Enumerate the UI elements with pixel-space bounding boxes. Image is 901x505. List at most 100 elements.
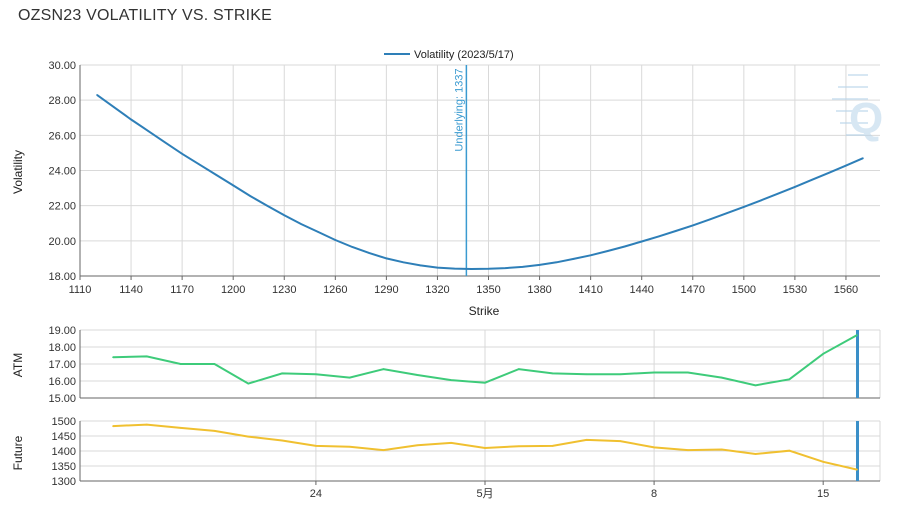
atm-y-tick-label: 17.00 bbox=[48, 359, 76, 371]
main-x-tick-label: 1260 bbox=[323, 284, 347, 296]
atm-point bbox=[687, 371, 689, 374]
volatility-point bbox=[572, 258, 575, 260]
main-x-tick-label: 1110 bbox=[69, 284, 92, 296]
main-x-tick-label: 1200 bbox=[221, 284, 245, 296]
main-x-tick-label: 1500 bbox=[732, 284, 756, 296]
future-point bbox=[585, 439, 588, 441]
volatility-point bbox=[147, 130, 149, 132]
main-x-tick-label: 1230 bbox=[272, 284, 296, 296]
volatility-point bbox=[487, 267, 490, 270]
future-y-axis-title: Future bbox=[11, 435, 25, 470]
volatility-point bbox=[708, 218, 711, 221]
atm-point bbox=[179, 363, 182, 365]
future-point bbox=[179, 427, 182, 429]
volatility-point bbox=[130, 118, 132, 121]
atm-point bbox=[619, 373, 622, 376]
volatility-point bbox=[96, 94, 98, 96]
main-x-tick-label: 1290 bbox=[374, 284, 398, 296]
future-point bbox=[720, 448, 723, 451]
atm-point bbox=[112, 356, 114, 359]
volatility-point bbox=[640, 240, 643, 243]
main-x-tick-label: 1140 bbox=[119, 284, 143, 296]
atm-y-tick-label: 19.00 bbox=[48, 325, 76, 337]
volatility-point bbox=[181, 152, 183, 155]
main-y-tick-label: 18.00 bbox=[48, 271, 76, 283]
future-point bbox=[653, 446, 655, 449]
volatility-point bbox=[419, 264, 422, 267]
future-point bbox=[112, 425, 114, 427]
atm-point bbox=[416, 374, 419, 376]
future-point bbox=[788, 449, 791, 452]
volatility-point bbox=[402, 261, 405, 264]
main-x-tick-label: 1170 bbox=[170, 284, 194, 296]
volatility-point bbox=[453, 267, 456, 270]
future-point bbox=[822, 461, 824, 463]
volatility-point bbox=[351, 246, 354, 248]
volatility-series-line bbox=[96, 94, 864, 271]
atm-point bbox=[653, 371, 655, 374]
volatility-point bbox=[606, 250, 609, 252]
volatility-point bbox=[657, 235, 660, 238]
future-point bbox=[281, 439, 283, 442]
volatility-point bbox=[743, 206, 745, 208]
volatility-point bbox=[232, 184, 234, 187]
atm-point bbox=[281, 372, 283, 375]
volatility-point bbox=[521, 266, 524, 268]
main-x-tick-label: 1560 bbox=[834, 284, 858, 296]
page-title: OZSN23 VOLATILITY VS. STRIKE bbox=[18, 7, 272, 24]
volatility-point bbox=[726, 212, 728, 215]
atm-y-axis-title: ATM bbox=[11, 353, 25, 377]
future-point bbox=[856, 468, 858, 471]
future-point bbox=[518, 445, 520, 448]
volatility-point bbox=[794, 186, 796, 188]
date-x-tick-label: 5月 bbox=[476, 488, 493, 500]
future-point bbox=[315, 445, 317, 447]
main-y-tick-label: 24.00 bbox=[48, 166, 76, 178]
main-y-tick-label: 26.00 bbox=[48, 130, 76, 142]
future-y-tick-label: 1300 bbox=[52, 476, 76, 488]
volatility-point bbox=[623, 245, 626, 248]
main-y-tick-label: 20.00 bbox=[48, 236, 76, 248]
volatility-point bbox=[674, 230, 677, 232]
volatility-point bbox=[777, 192, 779, 195]
main-x-tick-label: 1410 bbox=[578, 284, 602, 296]
q-logo-icon: Q bbox=[832, 74, 883, 143]
underlying-label: Underlying: 1337 bbox=[453, 68, 465, 151]
main-y-tick-label: 22.00 bbox=[48, 201, 76, 213]
volatility-point bbox=[811, 179, 813, 181]
svg-text:Q: Q bbox=[849, 94, 883, 143]
volatility-point bbox=[113, 106, 115, 108]
main-x-tick-label: 1350 bbox=[476, 284, 500, 296]
future-point bbox=[551, 445, 554, 447]
atm-point bbox=[315, 373, 317, 376]
atm-point bbox=[551, 372, 554, 375]
volatility-point bbox=[266, 204, 269, 207]
legend-entry: Volatility (2023/5/17) bbox=[414, 49, 514, 61]
volatility-point bbox=[283, 214, 286, 217]
main-x-tick-label: 1320 bbox=[425, 284, 449, 296]
atm-point bbox=[585, 373, 588, 376]
atm-point bbox=[788, 378, 791, 381]
future-point bbox=[687, 449, 689, 451]
volatility-point bbox=[504, 267, 507, 269]
volatility-point bbox=[317, 231, 320, 233]
atm-point bbox=[720, 376, 723, 379]
main-x-tick-label: 1470 bbox=[681, 284, 705, 296]
volatility-point bbox=[589, 254, 592, 257]
atm-point bbox=[348, 376, 351, 379]
volatility-point bbox=[538, 264, 541, 266]
future-point bbox=[247, 435, 250, 438]
future-point bbox=[146, 423, 148, 426]
volatility-point bbox=[249, 195, 252, 197]
future-point bbox=[416, 444, 419, 447]
future-point bbox=[619, 440, 622, 442]
volatility-point bbox=[691, 224, 694, 227]
date-x-tick-label: 24 bbox=[310, 488, 322, 500]
future-point bbox=[348, 446, 351, 448]
main-x-tick-label: 1440 bbox=[629, 284, 653, 296]
future-point bbox=[484, 447, 486, 449]
future-y-tick-label: 1450 bbox=[52, 431, 76, 443]
future-point bbox=[754, 453, 757, 455]
volatility-point bbox=[436, 266, 439, 269]
